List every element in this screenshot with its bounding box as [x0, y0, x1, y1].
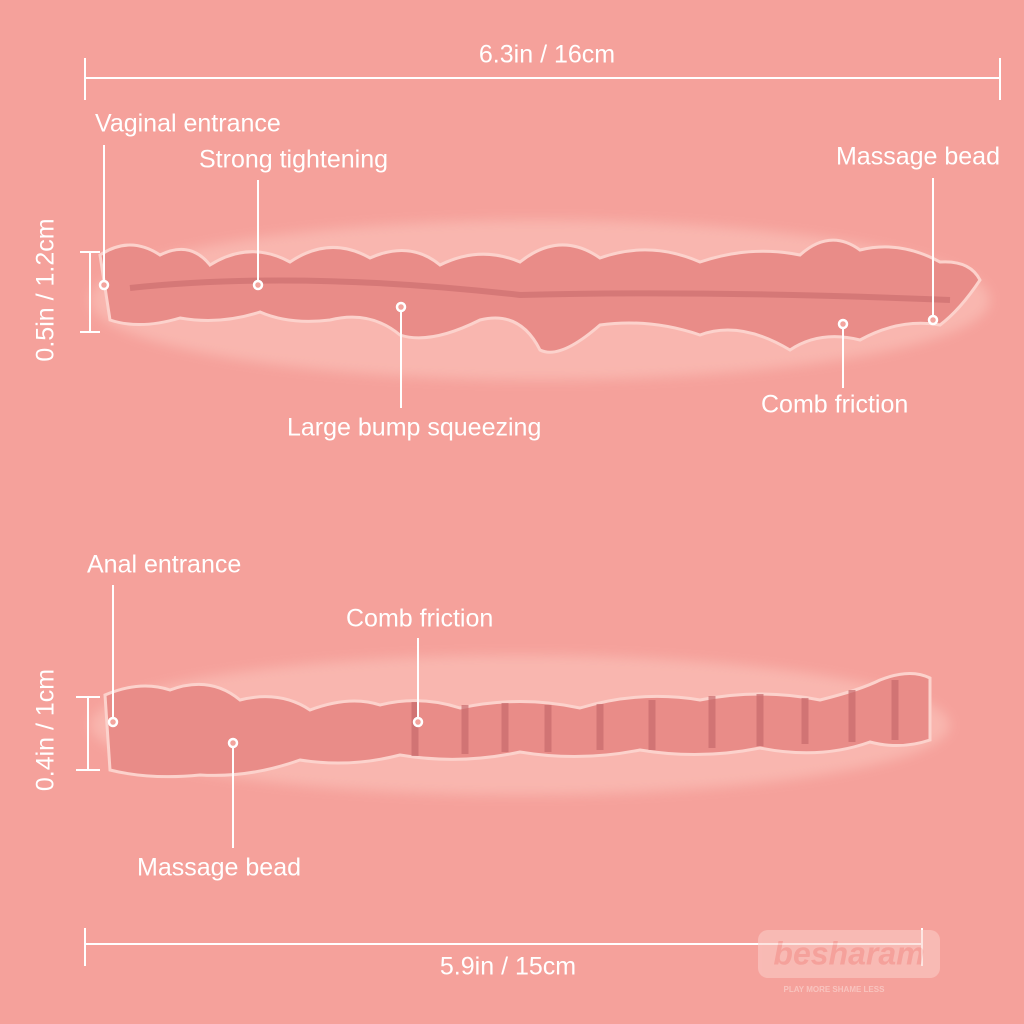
annotation: Strong tightening — [199, 146, 388, 174]
top-channel — [90, 220, 990, 380]
annotation: Large bump squeezing — [287, 414, 541, 442]
annotation: Comb friction — [761, 391, 908, 419]
annotation: Anal entrance — [87, 551, 241, 579]
bottom-height-dimension: 0.4in / 1cm — [32, 669, 100, 791]
dimension-label: 0.5in / 1.2cm — [32, 218, 60, 361]
dimension-label: 6.3in / 16cm — [479, 41, 615, 69]
annotation: Vaginal entrance — [95, 110, 281, 138]
top-annotations: Vaginal entrance Strong tightening Massa… — [95, 110, 1000, 442]
watermark: besharam PLAY MORE SHAME LESS — [758, 930, 940, 994]
brand: besharam — [773, 935, 924, 971]
top-height-dimension: 0.5in / 1.2cm — [32, 218, 100, 362]
dimension-label: 5.9in / 15cm — [440, 953, 576, 981]
tagline: PLAY MORE SHAME LESS — [784, 985, 886, 994]
annotation: Massage bead — [836, 143, 1000, 171]
bottom-annotations: Anal entrance Comb friction Massage bead — [87, 551, 493, 882]
dimension-label: 0.4in / 1cm — [32, 669, 60, 791]
bottom-channel — [90, 655, 950, 795]
top-length-dimension: 6.3in / 16cm — [84, 41, 1001, 100]
annotation: Massage bead — [137, 854, 301, 882]
annotation: Comb friction — [346, 605, 493, 633]
